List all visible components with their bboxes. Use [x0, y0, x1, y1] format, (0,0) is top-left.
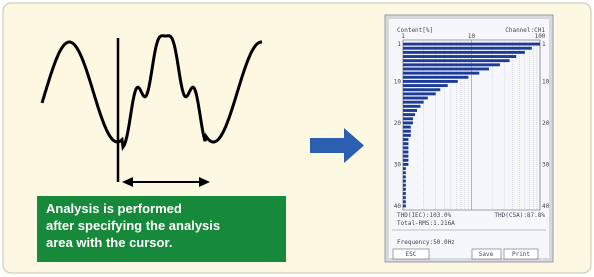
bar: [403, 59, 510, 62]
bar: [403, 97, 428, 100]
bar: [403, 142, 408, 145]
bar: [403, 192, 406, 195]
bar: [403, 76, 468, 79]
bar: [403, 171, 406, 174]
bar: [403, 126, 411, 129]
bar: [403, 134, 411, 137]
button-label[interactable]: Print: [512, 251, 530, 258]
bar: [403, 109, 417, 112]
bar: [403, 72, 479, 75]
y-tick-label: 30: [542, 161, 550, 168]
x-tick-label: 100: [535, 33, 546, 40]
bar: [403, 117, 413, 120]
button-label[interactable]: Save: [479, 251, 494, 258]
frequency: Frequency:50.0Hz: [397, 239, 455, 246]
y-tick-label: 30: [394, 161, 402, 168]
bar: [403, 167, 406, 170]
y-tick-label: 1: [542, 41, 546, 48]
y-tick-label: 40: [394, 203, 402, 210]
bar: [403, 188, 406, 191]
bar: [403, 151, 408, 154]
bar: [403, 196, 406, 199]
bar: [403, 88, 440, 91]
bar: [403, 184, 406, 187]
y-tick-label: 40: [542, 203, 550, 210]
bar: [403, 138, 408, 141]
bar: [403, 47, 532, 50]
bar: [403, 200, 406, 203]
bar: [403, 155, 408, 158]
x-tick-label: 10: [468, 33, 476, 40]
page: Analysis is performed after specifying t…: [0, 0, 594, 277]
y-tick-label: 10: [394, 78, 402, 85]
bar: [403, 101, 424, 104]
bar: [403, 43, 540, 46]
caption-line: Analysis is performed: [46, 201, 182, 216]
bar: [403, 163, 408, 166]
bar: [403, 204, 406, 207]
y-tick-label: 1: [397, 41, 401, 48]
caption-line: after specifying the analysis: [46, 218, 220, 233]
button-label[interactable]: ESC: [406, 251, 417, 258]
bar: [403, 80, 458, 83]
bar: [403, 180, 406, 183]
bar: [403, 84, 448, 87]
y-tick-label: 20: [542, 120, 550, 127]
thd: THD(CSA):87.8%: [494, 212, 545, 219]
y-tick-label: 10: [542, 78, 550, 85]
y-tick-label: 20: [394, 120, 402, 127]
thd: THD(IEC):103.0%: [397, 212, 452, 219]
bar: [403, 175, 406, 178]
x-tick-label: 1: [401, 33, 405, 40]
bar: [403, 121, 413, 124]
bar: [403, 51, 525, 54]
bar: [403, 55, 516, 58]
bar: [403, 105, 420, 108]
bar: [403, 130, 411, 133]
total-rms: Total-RMS:1.216A: [397, 220, 455, 227]
bar: [403, 146, 408, 149]
bar: [403, 113, 415, 116]
bar: [403, 63, 500, 66]
caption-line: area with the cursor.: [46, 235, 172, 250]
bar: [403, 159, 408, 162]
bar: [403, 68, 489, 71]
bar: [403, 92, 436, 95]
